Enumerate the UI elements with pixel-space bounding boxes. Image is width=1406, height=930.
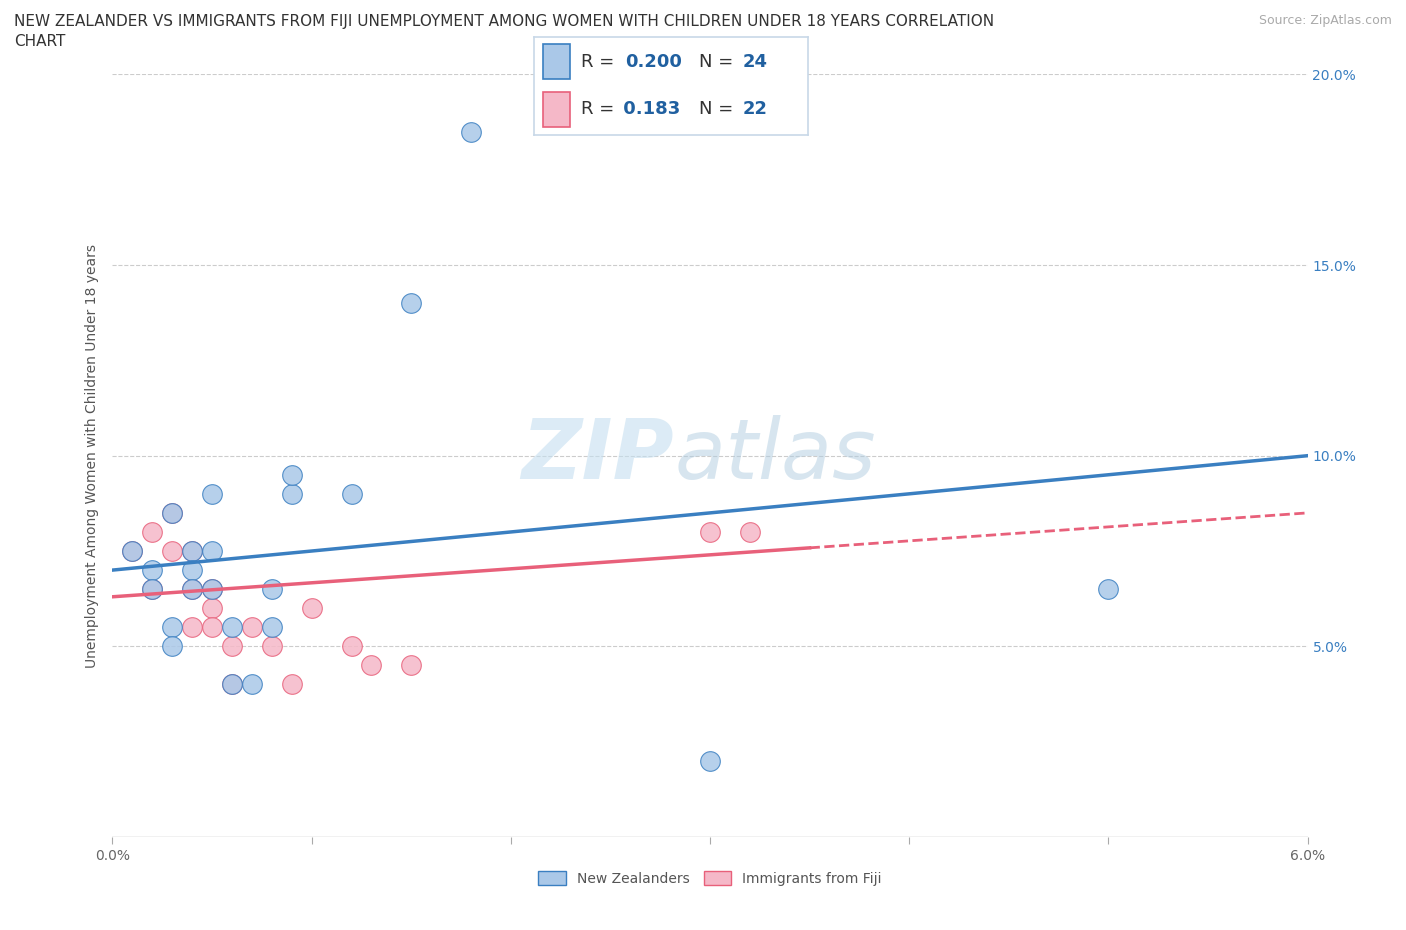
Point <box>181 620 204 635</box>
Point <box>260 639 283 654</box>
Point <box>281 467 304 482</box>
Point <box>281 677 304 692</box>
Point <box>162 506 183 521</box>
Point <box>401 296 423 311</box>
Bar <box>543 92 569 127</box>
Point <box>401 658 423 673</box>
Point <box>162 506 183 521</box>
Point <box>181 582 204 597</box>
Point <box>281 486 304 501</box>
Point <box>221 639 243 654</box>
Text: 24: 24 <box>742 53 768 71</box>
Text: ZIP: ZIP <box>522 415 675 497</box>
Legend: New Zealanders, Immigrants from Fiji: New Zealanders, Immigrants from Fiji <box>533 865 887 891</box>
Text: 0.200: 0.200 <box>624 53 682 71</box>
Point <box>201 582 224 597</box>
Point <box>201 601 224 616</box>
Point <box>340 639 363 654</box>
Text: N =: N = <box>699 53 733 71</box>
Point <box>201 486 224 501</box>
Point <box>221 677 243 692</box>
Point <box>260 620 283 635</box>
Point <box>141 563 163 578</box>
Point <box>340 486 363 501</box>
Text: 22: 22 <box>742 100 768 118</box>
Point <box>221 620 243 635</box>
Point <box>240 620 263 635</box>
Point <box>162 620 183 635</box>
Point <box>162 543 183 558</box>
Point <box>121 543 143 558</box>
Bar <box>543 44 569 79</box>
Point <box>141 582 163 597</box>
Point <box>201 543 224 558</box>
Point <box>121 543 143 558</box>
Text: 0.183: 0.183 <box>616 100 679 118</box>
Point <box>221 677 243 692</box>
Point <box>201 582 224 597</box>
Point <box>181 582 204 597</box>
Point <box>738 525 761 539</box>
Point <box>699 525 721 539</box>
Text: atlas: atlas <box>675 415 876 497</box>
Y-axis label: Unemployment Among Women with Children Under 18 years: Unemployment Among Women with Children U… <box>86 244 100 668</box>
Point <box>181 543 204 558</box>
Point <box>699 753 721 768</box>
Text: R =: R = <box>581 53 614 71</box>
Text: N =: N = <box>699 100 733 118</box>
Point <box>201 620 224 635</box>
Point <box>141 582 163 597</box>
Point <box>301 601 323 616</box>
Point <box>460 124 482 139</box>
Text: CHART: CHART <box>14 34 66 49</box>
Point <box>162 639 183 654</box>
Point <box>360 658 382 673</box>
Point <box>260 582 283 597</box>
Text: NEW ZEALANDER VS IMMIGRANTS FROM FIJI UNEMPLOYMENT AMONG WOMEN WITH CHILDREN UND: NEW ZEALANDER VS IMMIGRANTS FROM FIJI UN… <box>14 14 994 29</box>
Point <box>181 543 204 558</box>
Text: Source: ZipAtlas.com: Source: ZipAtlas.com <box>1258 14 1392 27</box>
Point <box>1097 582 1119 597</box>
Point <box>141 525 163 539</box>
Text: R =: R = <box>581 100 614 118</box>
Point <box>181 563 204 578</box>
Point <box>240 677 263 692</box>
